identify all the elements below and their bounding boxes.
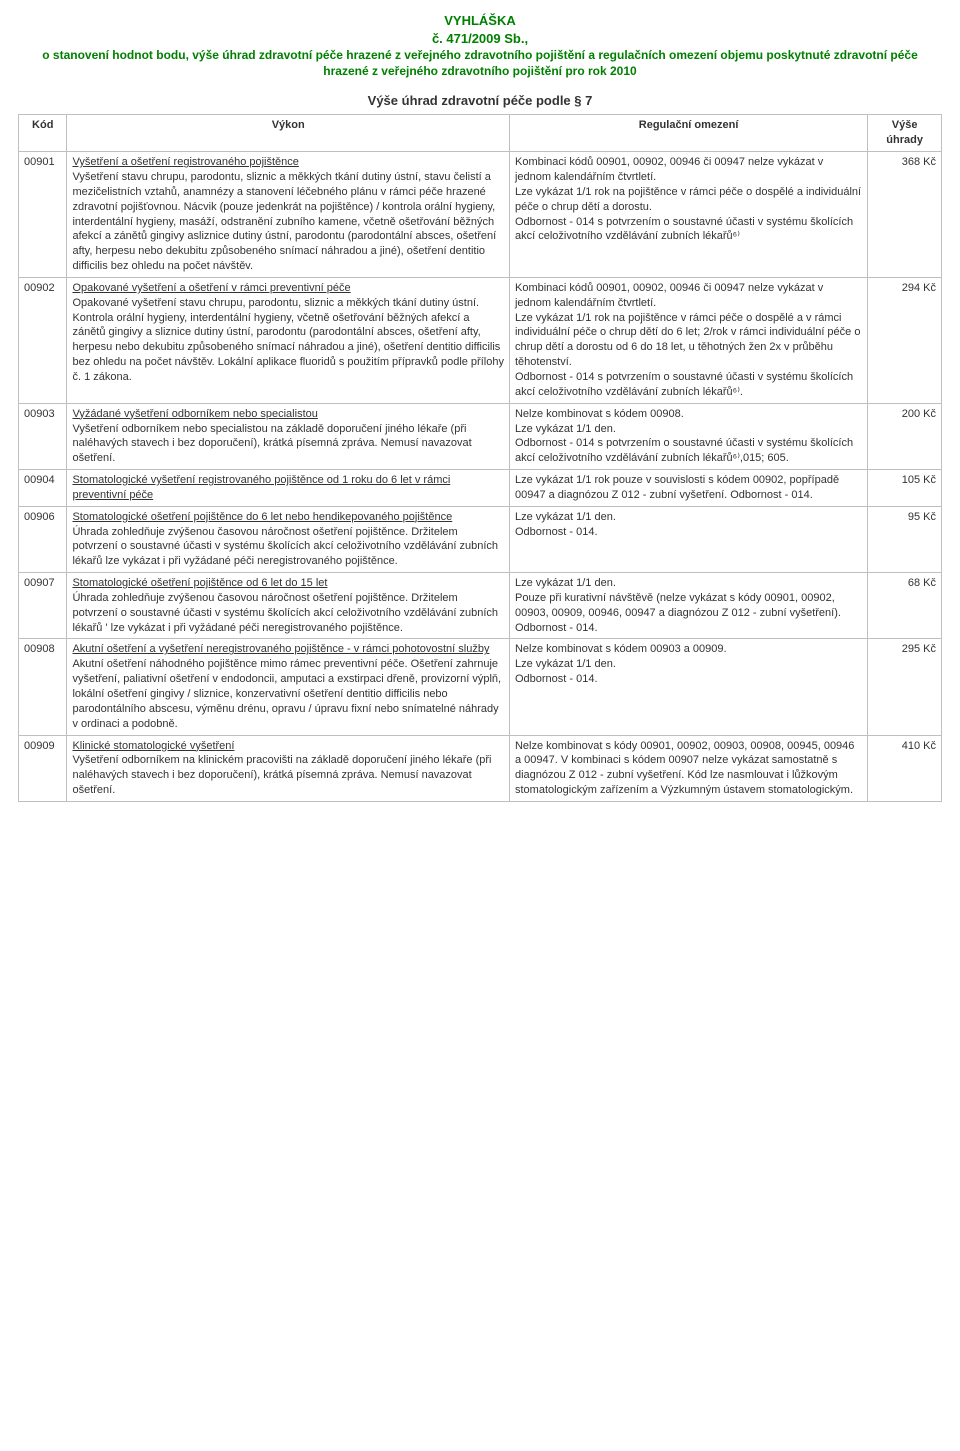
table-row: 00904Stomatologické vyšetření registrova… [19,470,942,507]
cell-uhrada: 294 Kč [868,277,942,403]
table-row: 00909 Klinické stomatologické vyšetření Vy… [19,735,942,801]
cell-uhrada: 105 Kč [868,470,942,507]
cell-kod: 00901 [19,152,67,278]
table-row: 00907 Stomatologické ošetření pojištěnce … [19,573,942,639]
cell-uhrada: 295 Kč [868,639,942,735]
cell-reg: Lze vykázat 1/1 rok pouze v souvislosti … [509,470,867,507]
document-header: VYHLÁŠKA č. 471/2009 Sb., o stanovení ho… [18,12,942,79]
cell-reg: Nelze kombinovat s kódy 00901, 00902, 00… [509,735,867,801]
cell-kod: 00903 [19,403,67,469]
table-row: 00903 Vyžádané vyšetření odborníkem nebo … [19,403,942,469]
vykon-body: Úhrada zohledňuje zvýšenou časovou nároč… [72,526,498,568]
vykon-title: Vyšetření a ošetření registrovaného poji… [72,156,298,168]
vykon-body: Opakované vyšetření stavu chrupu, parodo… [72,297,504,383]
cell-kod: 00907 [19,573,67,639]
title-line-2: č. 471/2009 Sb., [18,30,942,48]
vykon-title: Stomatologické ošetření pojištěnce do 6 … [72,511,452,523]
vykon-body: Vyšetření odborníkem nebo specialistou n… [72,423,471,465]
col-kod: Kód [19,115,67,152]
cell-vykon: Vyžádané vyšetření odborníkem nebo speci… [67,403,510,469]
cell-kod: 00909 [19,735,67,801]
cell-vykon: Akutní ošetření a vyšetření neregistrova… [67,639,510,735]
vykon-title: Stomatologické ošetření pojištěnce od 6 … [72,577,327,589]
cell-uhrada: 68 Kč [868,573,942,639]
table-row: 00902 Opakované vyšetření a ošetření v rá… [19,277,942,403]
vykon-body: Úhrada zohledňuje zvýšenou časovou nároč… [72,592,498,634]
vykon-title: Opakované vyšetření a ošetření v rámci p… [72,282,350,294]
vykon-body: Vyšetření stavu chrupu, parodontu, slizn… [72,171,496,272]
title-line-3: o stanovení hodnot bodu, výše úhrad zdra… [18,47,942,79]
vykon-body: Vyšetření odborníkem na klinickém pracov… [72,754,491,796]
cell-vykon: Klinické stomatologické vyšetření Vyšetře… [67,735,510,801]
cell-reg: Kombinaci kódů 00901, 00902, 00946 či 00… [509,277,867,403]
cell-uhrada: 95 Kč [868,506,942,572]
vykon-title: Stomatologické vyšetření registrovaného … [72,474,450,501]
cell-kod: 00902 [19,277,67,403]
cell-uhrada: 410 Kč [868,735,942,801]
cell-reg: Nelze kombinovat s kódem 00903 a 00909.L… [509,639,867,735]
vykon-title: Klinické stomatologické vyšetření [72,740,234,752]
tariff-table: Kód Výkon Regulační omezení Výše úhrady … [18,114,942,801]
cell-vykon: Stomatologické vyšetření registrovaného … [67,470,510,507]
table-row: 00908 Akutní ošetření a vyšetření neregis… [19,639,942,735]
cell-vykon: Stomatologické ošetření pojištěnce od 6 … [67,573,510,639]
col-vykon: Výkon [67,115,510,152]
table-row: 00906 Stomatologické ošetření pojištěnce … [19,506,942,572]
cell-kod: 00906 [19,506,67,572]
col-reg: Regulační omezení [509,115,867,152]
cell-vykon: Opakované vyšetření a ošetření v rámci p… [67,277,510,403]
cell-vykon: Vyšetření a ošetření registrovaného poji… [67,152,510,278]
vykon-title: Vyžádané vyšetření odborníkem nebo speci… [72,408,317,420]
cell-vykon: Stomatologické ošetření pojištěnce do 6 … [67,506,510,572]
vykon-body: Akutní ošetření náhodného pojištěnce mim… [72,658,501,729]
cell-reg: Kombinaci kódů 00901, 00902, 00946 či 00… [509,152,867,278]
cell-kod: 00908 [19,639,67,735]
table-header-row: Kód Výkon Regulační omezení Výše úhrady [19,115,942,152]
cell-reg: Nelze kombinovat s kódem 00908.Lze vykáz… [509,403,867,469]
cell-reg: Lze vykázat 1/1 den.Odbornost - 014. [509,506,867,572]
table-row: 00901 Vyšetření a ošetření registrovaného… [19,152,942,278]
col-uhrada: Výše úhrady [868,115,942,152]
cell-uhrada: 200 Kč [868,403,942,469]
cell-uhrada: 368 Kč [868,152,942,278]
cell-kod: 00904 [19,470,67,507]
section-heading: Výše úhrad zdravotní péče podle § 7 [18,93,942,108]
cell-reg: Lze vykázat 1/1 den.Pouze při kurativní … [509,573,867,639]
vykon-title: Akutní ošetření a vyšetření neregistrova… [72,643,489,655]
title-line-1: VYHLÁŠKA [18,12,942,30]
